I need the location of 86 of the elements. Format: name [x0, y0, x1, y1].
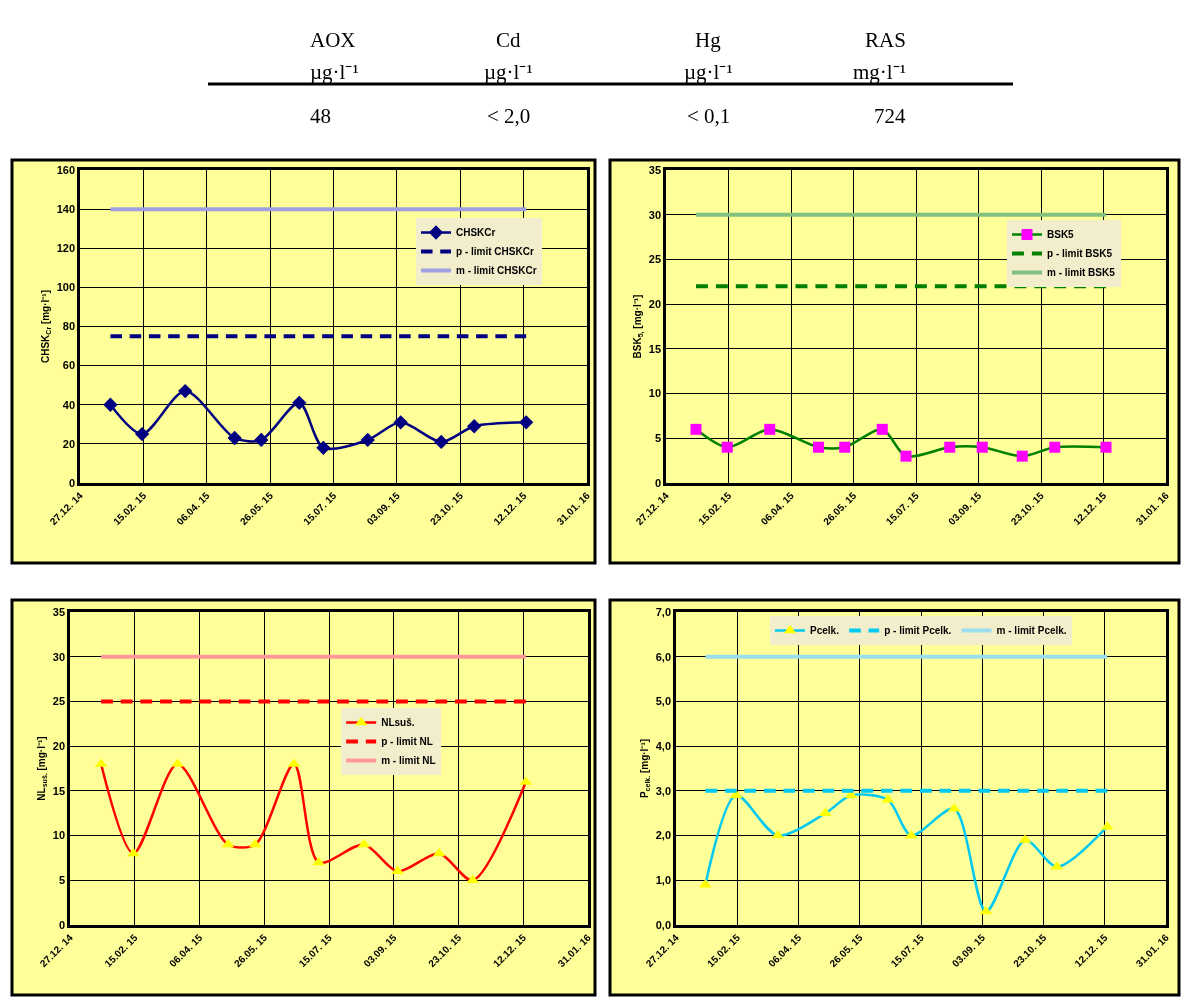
point — [944, 441, 956, 453]
point — [1016, 450, 1028, 462]
point — [227, 430, 242, 446]
point — [900, 450, 912, 462]
text: AOX — [310, 28, 356, 52]
y-tick-label: 120 — [56, 242, 76, 255]
text: 48 — [310, 104, 331, 128]
legend-label: p - limit Pcelk. — [884, 625, 952, 637]
y-tick-label: 0,0 — [655, 918, 672, 931]
legend-label: Pcelk. — [810, 625, 840, 637]
point — [127, 847, 140, 857]
legend-label: m - limit BSK5 — [1047, 267, 1116, 279]
y-tick-label: 25 — [648, 253, 662, 266]
text: µg·l⁻¹ — [684, 60, 733, 84]
y-tick-label: 20 — [52, 739, 66, 752]
y-tick-label: 0 — [654, 476, 662, 489]
point — [178, 383, 193, 399]
text: < 0,1 — [687, 104, 731, 128]
y-tick-label: 5 — [654, 432, 662, 445]
y-tick-label: 0 — [68, 476, 76, 489]
y-tick-label: 15 — [648, 342, 662, 355]
y-tick-label: 6,0 — [655, 650, 672, 663]
point — [1049, 441, 1061, 453]
point — [466, 874, 480, 884]
point — [134, 426, 150, 442]
text: RAS — [865, 28, 906, 52]
y-tick-label: 160 — [56, 163, 76, 176]
y-tick-label: 5,0 — [655, 695, 672, 708]
text: Cd — [496, 28, 522, 52]
point — [813, 441, 824, 453]
y-tick-label: 40 — [62, 398, 76, 411]
y-tick-label: 3,0 — [655, 784, 672, 797]
point — [393, 415, 408, 430]
y-tick-label: 140 — [56, 202, 76, 215]
point — [839, 441, 851, 453]
legend-label: m - limit Pcelk. — [996, 625, 1067, 637]
point — [764, 423, 776, 435]
point — [976, 441, 988, 453]
y-tick-label: 15 — [52, 784, 66, 797]
y-tick-label: 10 — [648, 387, 662, 400]
point — [1100, 441, 1112, 453]
y-tick-label: 100 — [56, 281, 76, 294]
y-tick-label: 0 — [58, 918, 66, 931]
point — [432, 847, 446, 857]
point — [391, 865, 404, 875]
point — [690, 423, 702, 435]
point — [103, 397, 118, 412]
y-tick-label: 80 — [62, 320, 76, 333]
y-tick-label: 7,0 — [655, 605, 672, 618]
point — [467, 419, 482, 434]
point — [434, 434, 449, 450]
y-tick-label: 25 — [52, 695, 66, 708]
point — [254, 432, 269, 448]
y-tick-label: 35 — [52, 605, 66, 618]
legend-label: m - limit CHSKCr — [456, 265, 537, 277]
legend-label: m - limit NL — [381, 755, 436, 767]
legend-label: CHSKCr — [456, 227, 496, 239]
point — [316, 440, 331, 455]
y-tick-label: 4,0 — [655, 739, 672, 752]
point — [360, 432, 375, 448]
legend-label: NLsuš. — [381, 717, 415, 729]
point — [292, 395, 307, 410]
point — [876, 423, 888, 435]
text: 724 — [874, 104, 906, 128]
y-tick-label: 30 — [648, 208, 662, 221]
legend-label: p - limit BSK5 — [1047, 248, 1113, 260]
text: µg·l⁻¹ — [484, 60, 533, 84]
text: µg·l⁻¹ — [310, 60, 359, 84]
y-tick-label: 10 — [52, 829, 66, 842]
text: Hg — [695, 28, 722, 52]
y-tick-label: 60 — [62, 359, 76, 372]
y-tick-label: 20 — [648, 297, 662, 310]
y-tick-label: 35 — [648, 163, 662, 176]
text: mg·l⁻¹ — [853, 60, 906, 84]
point — [721, 441, 733, 453]
legend-label: p - limit CHSKCr — [456, 246, 534, 258]
y-tick-label: 30 — [52, 650, 66, 663]
point — [312, 856, 325, 866]
y-tick-label: 20 — [62, 437, 76, 450]
y-tick-label: 2,0 — [655, 829, 672, 842]
point — [519, 415, 534, 430]
legend-label: BSK5 — [1047, 229, 1075, 241]
y-tick-label: 1,0 — [655, 874, 672, 887]
legend-label: p - limit NL — [381, 736, 433, 748]
y-tick-label: 5 — [58, 874, 66, 887]
text: < 2,0 — [487, 104, 531, 128]
